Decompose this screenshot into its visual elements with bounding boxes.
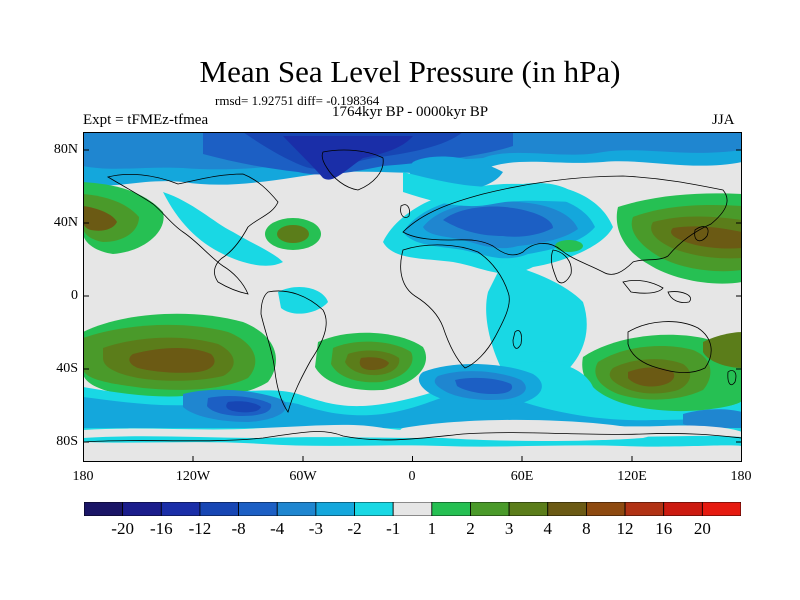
colorbar-box <box>392 502 433 516</box>
map-title: Mean Sea Level Pressure (in hPa) <box>199 54 621 89</box>
lat-label-80n: 80N <box>53 142 78 157</box>
rmsd-diff-stats: rmsd= 1.92751 diff= -0.198364 <box>215 93 380 108</box>
lon-label-180w: 180 <box>72 469 94 484</box>
colorbar-box <box>199 502 239 516</box>
lon-label-60e: 60E <box>510 469 534 484</box>
southern-high-field <box>83 313 742 413</box>
colorbar-label: -16 <box>149 519 173 538</box>
colorbar-label: 4 <box>543 519 553 538</box>
colorbar-label: -12 <box>188 519 212 538</box>
colorbar-box <box>663 502 703 516</box>
colorbar-box <box>624 502 665 516</box>
colorbar-box <box>547 502 587 516</box>
lon-label-0: 0 <box>408 469 416 484</box>
lon-label-60w: 60W <box>289 469 317 484</box>
colorbar-label: 1 <box>427 519 437 538</box>
atlantic-high-field <box>265 218 583 252</box>
colorbar-box <box>122 502 162 516</box>
colorbar-label: -1 <box>386 519 401 538</box>
colorbar-box <box>470 502 510 516</box>
arctic-low-field <box>83 132 742 186</box>
lat-label-40s: 40S <box>56 361 78 376</box>
colorbar-label: -2 <box>347 519 362 538</box>
colorbar-label: 3 <box>504 519 514 538</box>
colorbar-label: -3 <box>308 519 323 538</box>
colorbar-label: 12 <box>616 519 634 538</box>
colorbar-box <box>315 502 355 516</box>
lat-label-80s: 80S <box>56 434 78 449</box>
pressure-difference-map <box>83 132 742 462</box>
time-period-label: 1764kyr BP - 0000kyr BP <box>331 104 489 120</box>
lon-label-180e: 180 <box>730 469 752 484</box>
lat-label-0: 0 <box>71 288 78 303</box>
colorbar-box <box>586 502 626 516</box>
colorbar-label: 8 <box>582 519 591 538</box>
colorbar-box <box>354 502 394 516</box>
eurasian-low-field <box>383 156 613 274</box>
colorbar-box <box>508 502 549 516</box>
colorbar-label: 2 <box>466 519 475 538</box>
colorbar-box <box>701 502 741 516</box>
colorbar-label: 20 <box>693 519 711 538</box>
colorbar-label: -4 <box>270 519 285 538</box>
colorbar-label: -8 <box>231 519 246 538</box>
colorbar-label: 16 <box>655 519 673 538</box>
lon-label-120e: 120E <box>617 469 647 484</box>
colorbar-box <box>238 502 278 516</box>
lat-label-40n: 40N <box>53 215 78 230</box>
colorbar-box <box>276 502 317 516</box>
tropical-low-field <box>163 172 742 388</box>
coastlines <box>83 149 742 443</box>
experiment-label: Expt = tFMEz-tfmea <box>83 112 209 128</box>
colorbar <box>84 502 741 516</box>
colorbar-box <box>160 502 201 516</box>
lon-label-120w: 120W <box>175 469 211 484</box>
axis-ticks <box>83 149 742 462</box>
colorbar-label: -20 <box>111 519 134 538</box>
pacific-high-field <box>83 182 742 284</box>
colorbar-box <box>84 502 124 516</box>
season-label: JJA <box>712 112 735 128</box>
colorbar-box <box>431 502 471 516</box>
